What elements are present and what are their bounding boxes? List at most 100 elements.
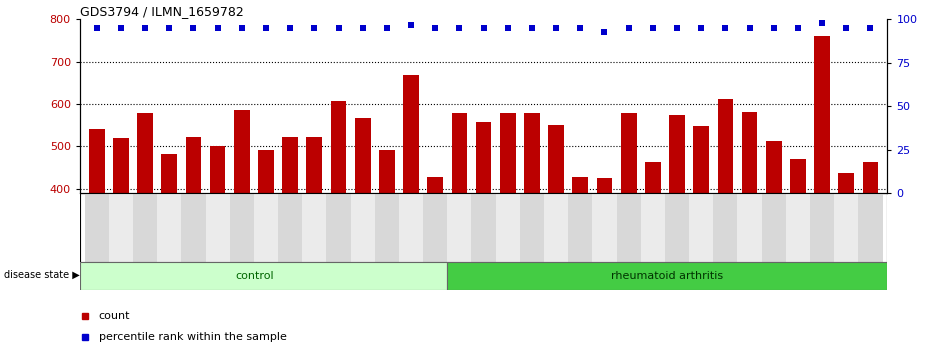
Bar <box>593 193 617 262</box>
Bar <box>617 193 640 262</box>
Bar <box>524 113 540 354</box>
Bar <box>863 162 878 354</box>
Bar <box>258 150 274 354</box>
Point <box>694 25 709 31</box>
Point <box>138 25 153 31</box>
Bar <box>858 193 883 262</box>
Bar <box>689 193 714 262</box>
Bar <box>379 150 394 354</box>
Bar <box>520 193 544 262</box>
Bar <box>665 193 689 262</box>
Bar <box>742 112 758 354</box>
Bar <box>278 193 302 262</box>
Bar <box>209 147 225 354</box>
Bar <box>427 177 443 354</box>
Bar <box>640 193 665 262</box>
Bar <box>670 115 685 354</box>
Bar <box>181 193 206 262</box>
Bar <box>452 113 468 354</box>
Bar <box>645 162 661 354</box>
Point <box>89 25 104 31</box>
Bar <box>766 141 781 354</box>
Bar <box>596 178 612 354</box>
Point <box>235 25 250 31</box>
Bar <box>548 125 564 354</box>
Bar <box>113 138 129 354</box>
Point <box>573 25 588 31</box>
Point <box>307 25 322 31</box>
Point <box>186 25 201 31</box>
Bar <box>375 193 399 262</box>
Bar <box>283 137 298 354</box>
Bar <box>403 75 419 354</box>
Point <box>379 25 394 31</box>
Bar <box>230 193 254 262</box>
Bar <box>157 193 181 262</box>
Point <box>210 25 225 31</box>
Point <box>621 25 636 31</box>
Point <box>670 25 685 31</box>
Bar <box>810 193 834 262</box>
Bar <box>790 159 806 354</box>
Bar <box>568 193 593 262</box>
Bar <box>306 137 322 354</box>
Point <box>355 25 370 31</box>
Bar <box>355 119 371 354</box>
Bar <box>544 193 568 262</box>
Point <box>717 25 732 31</box>
Bar <box>331 101 346 354</box>
Bar <box>447 262 887 290</box>
Bar <box>109 193 133 262</box>
Bar <box>162 154 177 354</box>
Point <box>452 25 467 31</box>
Bar <box>80 262 447 290</box>
Bar <box>834 193 858 262</box>
Text: GDS3794 / ILMN_1659782: GDS3794 / ILMN_1659782 <box>80 5 243 18</box>
Point <box>476 25 491 31</box>
Bar <box>839 173 854 354</box>
Bar <box>85 193 109 262</box>
Text: count: count <box>99 311 131 321</box>
Point <box>524 25 539 31</box>
Bar <box>496 193 520 262</box>
Text: control: control <box>236 271 274 281</box>
Bar <box>714 193 737 262</box>
Bar <box>350 193 375 262</box>
Point <box>742 25 757 31</box>
Bar <box>573 177 588 354</box>
Bar <box>500 113 516 354</box>
Bar <box>786 193 810 262</box>
Point <box>839 25 854 31</box>
Bar <box>762 193 786 262</box>
Bar <box>206 193 230 262</box>
Point <box>258 25 273 31</box>
Bar <box>476 122 491 354</box>
Point <box>162 25 177 31</box>
Bar <box>693 126 709 354</box>
Point <box>428 25 443 31</box>
Point <box>114 25 129 31</box>
Bar <box>399 193 423 262</box>
Bar <box>254 193 278 262</box>
Point <box>331 25 346 31</box>
Bar <box>814 36 830 354</box>
Bar <box>447 193 471 262</box>
Bar <box>423 193 447 262</box>
Bar <box>737 193 762 262</box>
Bar <box>717 99 733 354</box>
Text: disease state ▶: disease state ▶ <box>5 270 80 280</box>
Bar <box>133 193 157 262</box>
Bar <box>234 110 250 354</box>
Bar <box>621 113 637 354</box>
Bar <box>186 137 201 354</box>
Point <box>283 25 298 31</box>
Point <box>500 25 516 31</box>
Point <box>645 25 660 31</box>
Point <box>791 25 806 31</box>
Point <box>863 25 878 31</box>
Bar <box>471 193 496 262</box>
Bar <box>137 113 153 354</box>
Point <box>814 20 829 26</box>
Point <box>597 29 612 34</box>
Bar <box>89 130 104 354</box>
